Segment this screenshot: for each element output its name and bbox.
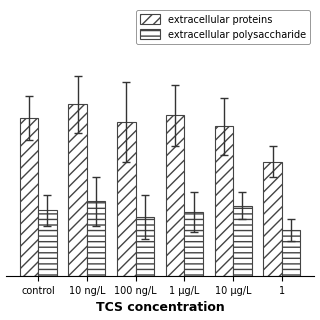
Bar: [184, 212, 203, 276]
Bar: [282, 230, 300, 276]
Bar: [87, 201, 105, 276]
Bar: [136, 217, 154, 276]
Bar: [38, 210, 57, 276]
Bar: [117, 122, 136, 276]
Bar: [166, 116, 184, 276]
Bar: [263, 162, 282, 276]
Bar: [20, 117, 38, 276]
Bar: [233, 206, 252, 276]
X-axis label: TCS concentration: TCS concentration: [96, 301, 224, 315]
Bar: [68, 104, 87, 276]
Legend: extracellular proteins, extracellular polysaccharide: extracellular proteins, extracellular po…: [136, 11, 309, 44]
Bar: [215, 126, 233, 276]
